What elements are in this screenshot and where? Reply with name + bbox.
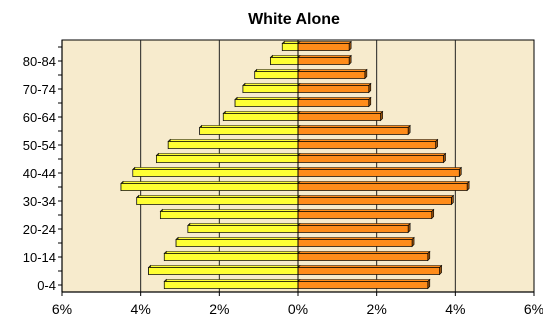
bar-left-55-59	[198, 124, 301, 136]
bar-left-50-54	[167, 138, 301, 150]
bar-front-face	[297, 197, 452, 205]
bar-front-face	[297, 85, 370, 93]
bar-front-face	[242, 85, 299, 93]
bar-left-20-24	[187, 222, 301, 234]
x-tick-labels: 6% 4% 2% 0% 2% 4% 6%	[52, 301, 543, 317]
bar-left-10-14	[163, 250, 301, 262]
bar-front-face	[148, 267, 299, 275]
bar-right-70-74	[297, 82, 372, 94]
bar-front-face	[199, 127, 299, 135]
y-tick-label: 80-84	[23, 54, 56, 69]
bar-right-15-19	[297, 236, 415, 248]
bar-front-face	[297, 113, 381, 121]
bar-left-60-64	[222, 110, 301, 122]
x-tick-label: 2%	[367, 301, 387, 317]
bar-left-40-44	[132, 166, 301, 178]
axes	[58, 40, 535, 296]
bar-front-face	[297, 183, 468, 191]
bar-left-30-34	[136, 194, 301, 206]
bar-front-face	[120, 183, 299, 191]
bar-left-80-84	[269, 54, 301, 66]
bar-right-80-84	[297, 54, 352, 66]
bar-right-25-29	[297, 208, 435, 220]
bar-front-face	[187, 225, 299, 233]
bar-front-face	[136, 197, 299, 205]
x-tick-label: 0%	[288, 301, 308, 317]
bar-left-5-9	[147, 264, 301, 276]
bar-right-0-4	[297, 278, 431, 290]
bar-front-face	[156, 155, 299, 163]
x-tick-label: 4%	[445, 301, 465, 317]
bar-front-face	[281, 43, 299, 51]
bar-right-20-24	[297, 222, 411, 234]
y-tick-labels: 0-4 10-14 20-24 30-34 40-44 50-54 60-64 70-74 80…	[23, 54, 56, 293]
bar-front-face	[297, 43, 350, 51]
bar-right-35-39	[297, 180, 470, 192]
bar-front-face	[222, 113, 299, 121]
bar-right-40-44	[297, 166, 462, 178]
bar-front-face	[159, 211, 299, 219]
bar-front-face	[297, 211, 433, 219]
bar-right-85+	[297, 40, 352, 52]
bar-front-face	[297, 239, 413, 247]
x-tick-label: 6%	[52, 301, 72, 317]
bar-front-face	[163, 281, 299, 289]
bar-right-50-54	[297, 138, 439, 150]
bar-front-face	[163, 253, 299, 261]
bar-left-15-19	[175, 236, 301, 248]
bar-front-face	[132, 169, 299, 177]
y-tick-label: 10-14	[23, 250, 56, 265]
bar-right-60-64	[297, 110, 384, 122]
bar-front-face	[297, 127, 409, 135]
bar-right-10-14	[297, 250, 431, 262]
bar-left-75-79	[254, 68, 301, 80]
bar-front-face	[297, 169, 460, 177]
y-tick-label: 50-54	[23, 138, 56, 153]
bar-right-30-34	[297, 194, 455, 206]
bar-front-face	[270, 57, 299, 65]
bar-front-face	[297, 71, 366, 79]
bar-left-45-49	[155, 152, 301, 164]
bar-front-face	[254, 71, 299, 79]
bar-front-face	[297, 267, 440, 275]
chart-title: White Alone	[248, 11, 340, 28]
bar-right-45-49	[297, 152, 447, 164]
bar-front-face	[297, 253, 429, 261]
bar-front-face	[167, 141, 299, 149]
bar-front-face	[234, 99, 299, 107]
bar-front-face	[297, 57, 350, 65]
bar-left-35-39	[120, 180, 301, 192]
y-tick-label: 60-64	[23, 110, 56, 125]
bar-left-70-74	[242, 82, 301, 94]
bar-right-75-79	[297, 68, 368, 80]
x-tick-label: 6%	[524, 301, 543, 317]
bar-front-face	[297, 281, 429, 289]
bar-front-face	[175, 239, 299, 247]
bar-left-85+	[281, 40, 301, 52]
bar-right-55-59	[297, 124, 411, 136]
y-tick-label: 40-44	[23, 166, 56, 181]
bar-left-65-69	[234, 96, 301, 108]
bar-front-face	[297, 155, 444, 163]
bar-right-5-9	[297, 264, 443, 276]
bar-right-65-69	[297, 96, 372, 108]
y-tick-label: 70-74	[23, 82, 56, 97]
bar-left-0-4	[163, 278, 301, 290]
y-tick-label: 0-4	[37, 278, 56, 293]
y-tick-label: 20-24	[23, 222, 56, 237]
y-tick-label: 30-34	[23, 194, 56, 209]
bar-left-25-29	[159, 208, 301, 220]
x-tick-label: 4%	[131, 301, 151, 317]
bar-front-face	[297, 99, 370, 107]
bar-front-face	[297, 141, 437, 149]
bar-front-face	[297, 225, 409, 233]
x-tick-label: 2%	[209, 301, 229, 317]
